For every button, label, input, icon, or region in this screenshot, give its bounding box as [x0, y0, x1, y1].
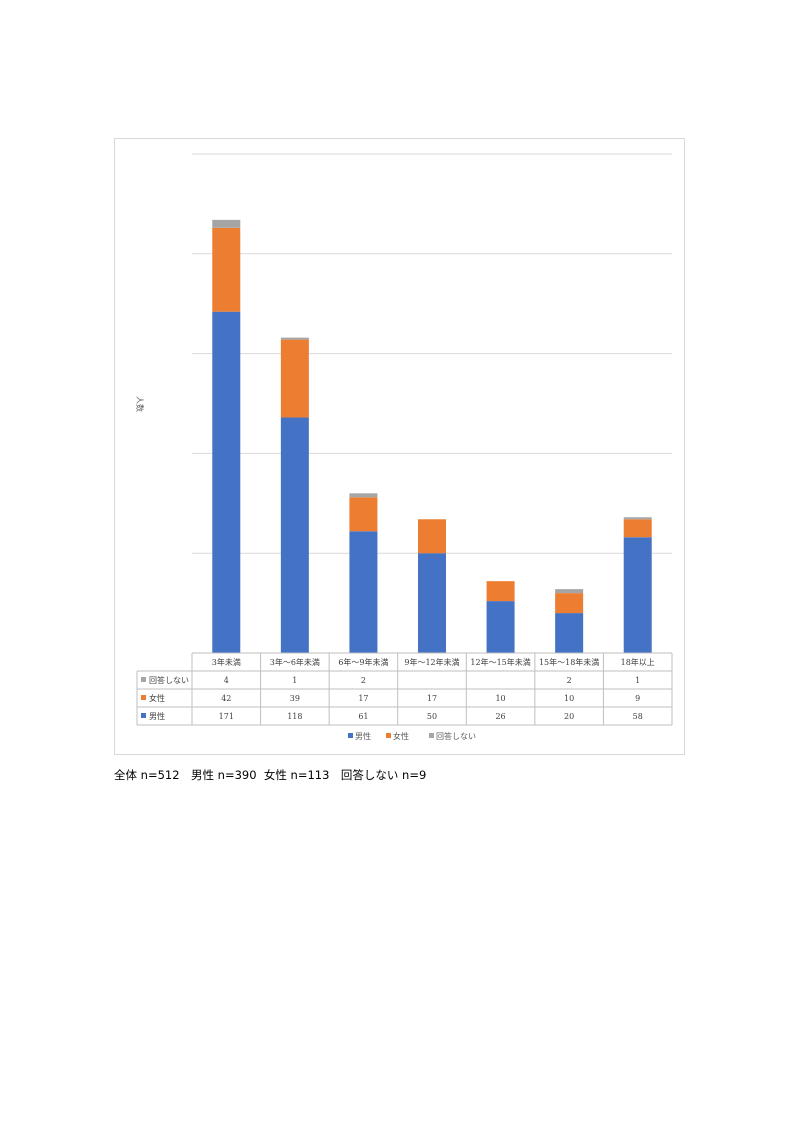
category-label: 12年～15年未満 [470, 657, 530, 667]
data-value: 58 [633, 712, 643, 721]
data-value: 4 [224, 676, 229, 685]
legend-key [386, 733, 391, 738]
bar-segment [212, 219, 241, 228]
bar-segment [486, 601, 515, 653]
table-legend-key [141, 695, 146, 700]
data-value: 1 [292, 676, 297, 685]
chart-frame: 人数 3年未満 3年～6年未満 6年～9年未満 9年～12年未満 12年～15年未満 15年… [114, 138, 685, 755]
data-value: 39 [290, 694, 300, 703]
data-value: 50 [427, 712, 437, 721]
table-legend-key [141, 713, 146, 718]
category-label: 6年～9年未満 [338, 657, 388, 667]
category-label: 15年～18年未満 [539, 657, 599, 667]
bar-segment [280, 339, 309, 418]
category-label: 3年未満 [212, 657, 241, 667]
series-row-label: 回答しない [149, 675, 189, 685]
legend-entry: 男性 [355, 731, 371, 741]
data-value: 42 [221, 694, 231, 703]
legend-key [429, 733, 434, 738]
bar-segment [555, 593, 584, 614]
bar-segment [280, 417, 309, 653]
data-value: 61 [358, 712, 368, 721]
data-value: 10 [564, 694, 574, 703]
data-value: 9 [635, 694, 640, 703]
table-legend-key [141, 677, 146, 682]
category-label: 18年以上 [621, 657, 655, 667]
data-value: 1 [635, 676, 640, 685]
bar-segment [349, 497, 378, 532]
category-label: 9年～12年未満 [404, 657, 459, 667]
legend-entry: 回答しない [436, 731, 476, 741]
data-value: 2 [361, 676, 366, 685]
sample-size-summary: 全体 n=512 男性 n=390 女性 n=113 回答しない n=9 [114, 768, 427, 782]
bar-segment [623, 517, 652, 520]
y-axis-label: 人数 [135, 396, 145, 412]
legend-key [348, 733, 353, 738]
data-value: 2 [567, 676, 572, 685]
data-value: 10 [495, 694, 505, 703]
bar-segment [212, 227, 241, 312]
bar-segment [418, 553, 446, 653]
data-value: 17 [427, 694, 437, 703]
series-row-label: 男性 [149, 711, 165, 721]
bar-segment [486, 581, 515, 602]
category-label: 3年～6年未満 [270, 657, 320, 667]
data-value: 20 [564, 712, 574, 721]
bar-segment [555, 589, 584, 594]
bar-segment [280, 337, 309, 340]
legend-entry: 女性 [393, 731, 409, 741]
series-row-label: 女性 [149, 693, 165, 703]
bar-segment [555, 613, 584, 653]
bar-segment [623, 519, 652, 538]
data-value: 118 [287, 712, 302, 721]
bar-segment [623, 537, 652, 653]
bar-segment [349, 493, 378, 498]
data-value: 171 [219, 712, 234, 721]
data-value: 17 [358, 694, 368, 703]
stacked-bar-chart: 人数 3年未満 3年～6年未満 6年～9年未満 9年～12年未満 12年～15年未満 15年… [135, 153, 673, 741]
data-value: 26 [495, 712, 505, 721]
bar-segment [212, 311, 241, 653]
bar-segment [418, 519, 446, 554]
bar-segment [349, 531, 378, 653]
